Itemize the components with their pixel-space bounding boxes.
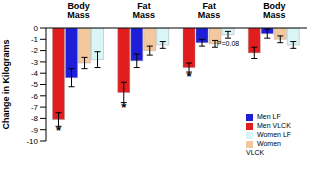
svg-text:0: 0 <box>34 24 39 33</box>
svg-text:BodyMass: BodyMass <box>67 1 90 20</box>
svg-text:FatMass: FatMass <box>133 1 156 20</box>
svg-text:-3: -3 <box>31 58 39 67</box>
html-text:Women VLCK: Women VLCK <box>246 140 281 156</box>
svg-text:*: * <box>121 100 127 115</box>
svg-text:-9: -9 <box>31 126 39 135</box>
svg-text:*: * <box>56 123 62 138</box>
svg-text:-10: -10 <box>26 137 38 146</box>
html-text:Men VLCK: Men VLCK <box>257 122 291 129</box>
svg-text:TrunkFatMass: TrunkFatMass <box>197 0 222 20</box>
svg-text:-5: -5 <box>31 80 39 89</box>
svg-text:-8: -8 <box>31 114 39 123</box>
svg-text:-4: -4 <box>31 69 39 78</box>
svg-text:LeanBodyMass: LeanBodyMass <box>263 0 286 20</box>
svg-text:Change in Kilograms: Change in Kilograms <box>8 39 11 129</box>
html-text:Men LF: Men LF <box>257 113 281 120</box>
svg-text:-6: -6 <box>31 92 39 101</box>
svg-text:*: * <box>186 69 192 84</box>
svg-text:P=0.08: P=0.08 <box>217 40 239 47</box>
svg-text:-2: -2 <box>31 46 39 55</box>
svg-text:-7: -7 <box>31 103 39 112</box>
html-text:Women LF: Women LF <box>257 131 292 138</box>
svg-text:-1: -1 <box>31 35 39 44</box>
